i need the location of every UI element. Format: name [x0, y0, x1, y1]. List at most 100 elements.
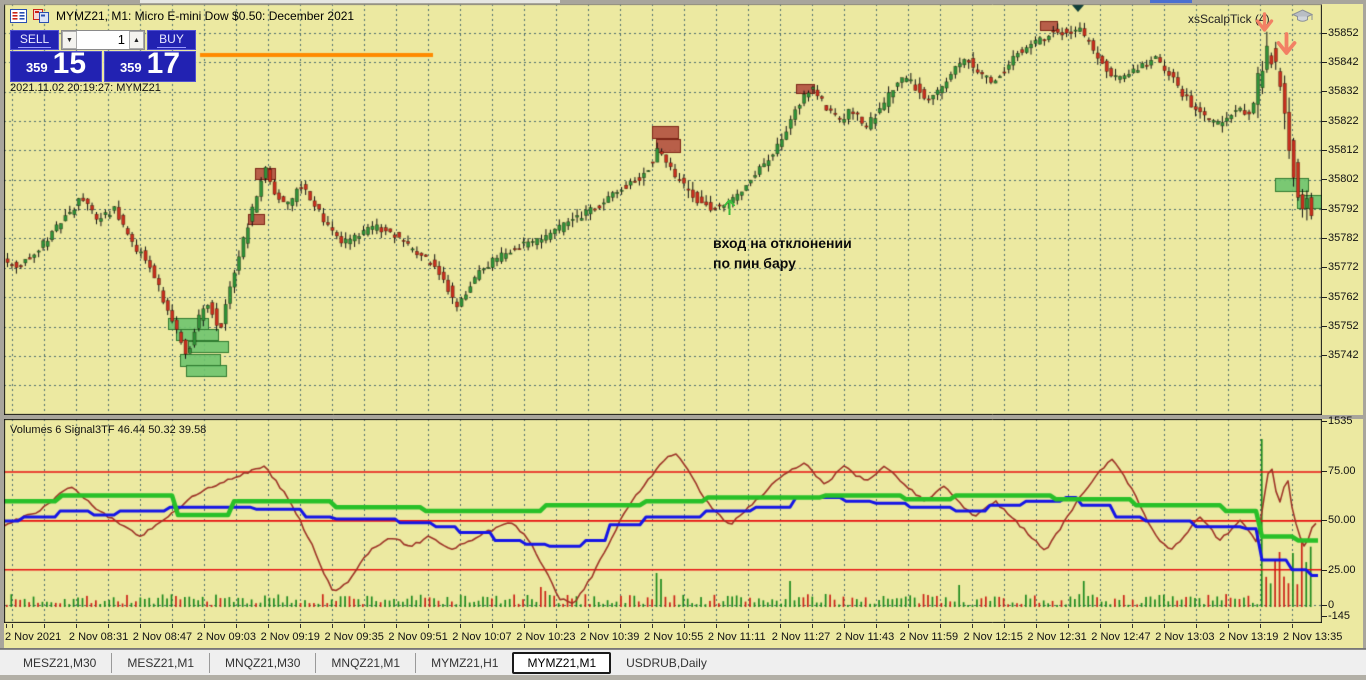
volume-decrease-button[interactable]: ▼ — [62, 31, 77, 49]
time-axis-label: 2 Nov 12:47 — [1091, 631, 1151, 643]
chart-tab-bar: MESZ21,M30 MESZ21,M1 MNQZ21,M30 MNQZ21,M1 MY… — [0, 649, 1366, 675]
chart-annotation: вход на отклонении по пин бару — [713, 233, 852, 273]
sell-price-big: 15 — [52, 47, 87, 80]
price-axis-tick — [1322, 355, 1327, 357]
time-axis: 2 Nov 2021 2 Nov 08:31 2 Nov 08:47 2 Nov 09… — [0, 631, 1366, 645]
price-axis-label: 35752 — [1328, 320, 1359, 332]
time-axis-border — [0, 648, 1366, 649]
chart-tab-mymz21-h1[interactable]: MYMZ21,H1 — [415, 652, 513, 673]
time-axis-label: 2 Nov 11:11 — [707, 631, 766, 643]
indicator-axis-label: 50.00 — [1328, 513, 1356, 526]
indicator-axis-tick — [1322, 615, 1327, 617]
annotation-line-1: вход на отклонении — [713, 235, 852, 251]
chart-tab-mymz21-m1[interactable]: MYMZ21,M1 — [512, 651, 612, 674]
price-axis-label: 35842 — [1328, 55, 1359, 68]
time-axis-label: 2 Nov 10:23 — [516, 631, 576, 643]
price-axis-tick — [1322, 91, 1327, 93]
time-axis-label: 2 Nov 08:31 — [68, 631, 129, 643]
window-top-edge-accent — [1150, 0, 1192, 3]
price-axis-tick — [1322, 32, 1327, 34]
buy-signal-arrow-icon — [722, 196, 737, 217]
price-axis-tick — [1322, 149, 1327, 151]
indicator-axis-label: 0 — [1328, 598, 1335, 611]
sell-button[interactable]: SELL — [10, 30, 59, 50]
window-splitter[interactable] — [0, 415, 1366, 419]
volume-increase-button[interactable]: ▲ — [129, 31, 144, 49]
indicator-title: Volumes 6 Signal3TF 46.44 50.32 39.58 — [10, 424, 207, 436]
window-top-edge-highlight — [140, 0, 560, 3]
time-axis-label: 2 Nov 09:51 — [388, 631, 448, 643]
sell-price-small: 359 — [25, 60, 48, 75]
price-axis-tick — [1322, 237, 1327, 239]
buy-button[interactable]: BUY — [147, 30, 196, 50]
indicator-axis-tick — [1322, 470, 1327, 472]
time-axis-label: 2 Nov 08:47 — [132, 631, 193, 643]
indicator-axis-label: 75.00 — [1328, 464, 1356, 477]
time-axis-label: 2 Nov 12:15 — [963, 631, 1023, 643]
indicator-axis-tick — [1322, 569, 1327, 571]
indicator-axis-label: 1535 — [1328, 414, 1353, 427]
price-axis-label: 35832 — [1328, 85, 1359, 98]
price-axis-tick — [1322, 326, 1327, 327]
price-axis-label: 35852 — [1328, 26, 1359, 39]
one-click-trading-panel: SELL ▼ 1 ▲ BUY 359 15 359 17 — [8, 28, 198, 82]
tick-chart-icon[interactable] — [32, 8, 50, 23]
price-axis-tick — [1322, 208, 1327, 210]
window-bottom-edge — [0, 675, 1366, 680]
window-right-edge — [1363, 0, 1366, 649]
price-axis-label: 35742 — [1328, 349, 1359, 362]
price-axis-label: 35812 — [1328, 143, 1359, 156]
time-axis-label: 2 Nov 11:59 — [899, 631, 959, 643]
time-axis-label: 2 Nov 11:27 — [771, 631, 831, 643]
sell-price-button[interactable]: 359 15 — [10, 47, 102, 82]
price-axis-label: 35802 — [1328, 173, 1359, 186]
price-axis-tick — [1322, 296, 1327, 298]
time-axis-label: 2 Nov 10:55 — [644, 631, 704, 643]
time-axis-label: 2 Nov 11:43 — [835, 631, 895, 643]
sell-button-label: SELL — [17, 32, 52, 48]
price-axis-tick — [1322, 120, 1327, 122]
buy-price-small: 359 — [119, 60, 142, 75]
chart-tab-mesz21-m30[interactable]: MESZ21,M30 — [23, 655, 97, 670]
price-chart-canvas[interactable] — [4, 4, 1322, 415]
price-axis-label: 35762 — [1328, 290, 1359, 303]
time-axis-label: 2 Nov 13:03 — [1155, 631, 1215, 643]
window-left-edge — [0, 0, 4, 649]
price-axis-label: 35792 — [1328, 202, 1359, 215]
buy-price-big: 17 — [146, 47, 181, 80]
last-update-timestamp: 2021.11.02 20:19:27: MYMZ21 — [10, 82, 161, 94]
time-axis-label: 2 Nov 13:19 — [1219, 631, 1279, 643]
time-axis-label: 2 Nov 13:35 — [1283, 631, 1343, 643]
indicator-canvas[interactable] — [4, 419, 1322, 623]
sell-signal-arrow-icon — [1276, 32, 1297, 58]
price-axis-tick — [1322, 61, 1327, 63]
indicator-axis-tick — [1322, 519, 1327, 521]
time-axis-label: 2 Nov 10:39 — [580, 631, 640, 643]
price-axis-label: 35772 — [1328, 261, 1359, 274]
indicator-badge: xsScalpTick (4) — [1188, 12, 1270, 26]
window-top-edge — [0, 0, 1366, 4]
time-axis-label: 2 Nov 10:07 — [452, 631, 512, 643]
chart-title: MYMZ21, M1: Micro E-mini Dow $0.50: Dece… — [56, 9, 355, 23]
volume-input[interactable]: 1 — [77, 31, 129, 49]
time-axis-ticks — [4, 624, 1322, 628]
graduation-cap-icon — [1292, 9, 1313, 24]
chart-tab-mesz21-m1[interactable]: MESZ21,M1 — [111, 652, 209, 673]
time-axis-label: 2 Nov 09:03 — [196, 631, 257, 643]
volume-stepper: ▼ 1 ▲ — [61, 30, 145, 50]
quotes-table-icon[interactable] — [10, 9, 27, 23]
time-axis-label: 2 Nov 2021 — [5, 631, 62, 643]
price-axis-tick — [1322, 179, 1327, 181]
chart-tab-mnqz21-m30[interactable]: MNQZ21,M30 — [209, 652, 315, 673]
price-axis-tick — [1322, 267, 1327, 269]
annotation-line-2: по пин бару — [713, 255, 796, 271]
sell-signal-arrow-icon — [1255, 12, 1274, 35]
price-axis-label: 35822 — [1328, 114, 1359, 127]
buy-price-button[interactable]: 359 17 — [104, 47, 196, 82]
chart-tab-mnqz21-m1[interactable]: MNQZ21,M1 — [315, 652, 415, 673]
time-axis-label: 2 Nov 09:19 — [260, 631, 320, 643]
indicator-axis-tick — [1322, 604, 1327, 606]
chart-tab-usdrub-daily[interactable]: USDRUB,Daily — [610, 652, 722, 673]
time-axis-label: 2 Nov 09:35 — [324, 631, 384, 643]
